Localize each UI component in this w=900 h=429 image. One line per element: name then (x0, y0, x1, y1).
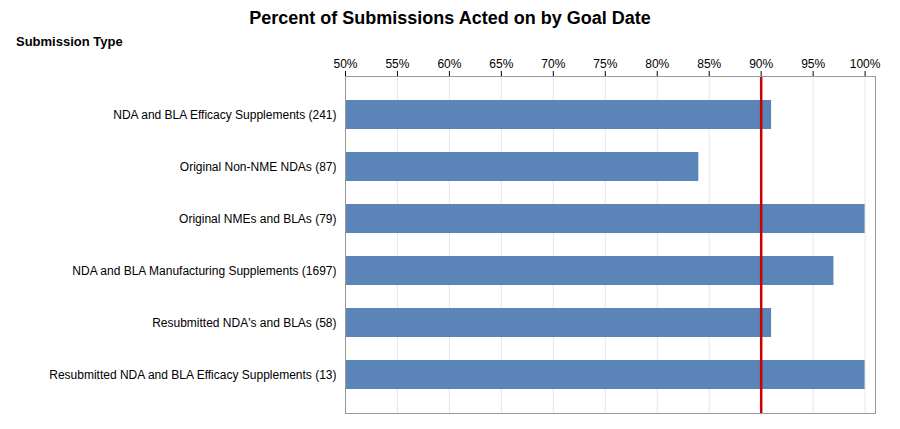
svg-text:80%: 80% (645, 57, 669, 71)
svg-text:55%: 55% (385, 57, 409, 71)
svg-text:90%: 90% (749, 57, 773, 71)
svg-text:NDA and BLA Manufacturing Supp: NDA and BLA Manufacturing Supplements (1… (72, 264, 336, 278)
svg-text:60%: 60% (437, 57, 461, 71)
svg-text:85%: 85% (697, 57, 721, 71)
svg-text:70%: 70% (541, 57, 565, 71)
svg-text:50%: 50% (333, 57, 357, 71)
svg-text:Original NMEs and BLAs (79): Original NMEs and BLAs (79) (179, 212, 336, 226)
svg-text:Resubmitted NDA's and BLAs (58: Resubmitted NDA's and BLAs (58) (152, 316, 336, 330)
html-text:Submission Type: Submission Type (16, 34, 123, 49)
svg-text:95%: 95% (801, 57, 825, 71)
svg-text:100%: 100% (850, 57, 881, 71)
svg-text:65%: 65% (489, 57, 513, 71)
svg-text:NDA and BLA Efficacy Supplemen: NDA and BLA Efficacy Supplements (241) (113, 108, 336, 122)
html-text:Percent of Submissions Acted o: Percent of Submissions Acted on by Goal … (249, 8, 651, 28)
svg-text:Original Non-NME NDAs (87): Original Non-NME NDAs (87) (180, 160, 337, 174)
svg-text:Resubmitted NDA and BLA Effica: Resubmitted NDA and BLA Efficacy Supplem… (49, 368, 336, 382)
svg-text:75%: 75% (593, 57, 617, 71)
